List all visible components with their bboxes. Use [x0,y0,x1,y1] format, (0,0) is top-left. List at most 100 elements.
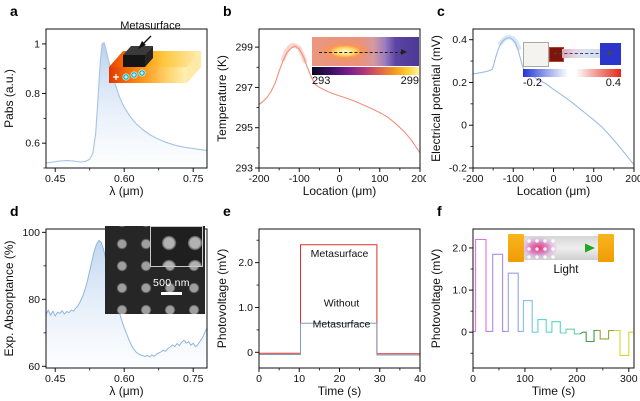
svg-text:20: 20 [334,373,346,385]
colorbar-min-label: 293 [312,75,331,87]
sem-zoom-inset [150,226,203,267]
pad-block [523,42,549,67]
svg-text:Exp. Absorptance (%): Exp. Absorptance (%) [2,240,16,356]
chart-temperature-profile: -200 -100 0 100 200 293 295 297 299 Location (μm)… [215,28,426,198]
panel-label-c: c [437,3,445,19]
svg-text:300: 300 [620,373,638,385]
device-light-inset: Light [508,233,614,281]
temperature-map-inset: 293 299 [312,37,419,88]
svg-text:0.8: 0.8 [25,88,40,100]
panel-e: 0 10 20 30 40 0 1.0 2.0 Time (s) Photovoltage (mV… [213,200,426,401]
panel-b: -200 -100 0 100 200 293 295 297 299 Location (μm)… [213,0,426,201]
svg-text:0.75: 0.75 [183,373,204,385]
panel-label-e: e [223,203,231,219]
colorbar-min-label: -0.2 [523,77,542,89]
svg-text:1.0: 1.0 [452,285,467,297]
chart-photovoltage-pulses: 0 100 200 300 0 1.0 2.0 Time (s) Photovoltage (m… [429,228,638,398]
potential-colorbar [523,69,621,77]
svg-text:-100: -100 [503,173,524,185]
hot-carrier-icons [113,69,146,81]
svg-text:0: 0 [461,327,467,339]
svg-text:100: 100 [516,373,534,385]
svg-text:0.45: 0.45 [45,173,66,185]
svg-text:1.0: 1.0 [238,302,253,314]
svg-text:200: 200 [411,173,426,185]
temperature-heatmap [312,37,419,66]
svg-text:200: 200 [625,173,640,185]
svg-text:Metasurface: Metasurface [313,319,371,331]
svg-text:0: 0 [247,347,253,359]
svg-text:0: 0 [256,373,262,385]
panel-label-f: f [437,203,442,219]
scale-bar [161,292,182,295]
svg-text:λ (μm): λ (μm) [109,184,143,198]
svg-text:297: 297 [235,82,253,94]
svg-text:1: 1 [34,38,40,50]
dashed-line [554,53,610,54]
svg-text:0.75: 0.75 [183,173,204,185]
panel-label-d: d [10,203,19,219]
svg-text:0.4: 0.4 [452,34,467,46]
svg-text:2.0: 2.0 [238,257,253,269]
panel-d: 0.45 0.60 0.75 60 80 100 λ (μm) Exp. Absorptanc… [0,200,213,401]
svg-text:0: 0 [337,173,343,185]
panel-label-b: b [223,3,232,19]
svg-text:λ (μm): λ (μm) [109,384,143,398]
panel-label-a: a [10,3,18,19]
colorbar-max-label: 0.4 [605,77,621,89]
svg-text:-200: -200 [248,173,269,185]
metasurface-schematic-inset: Metasurface [93,20,208,91]
dashed-line [319,51,403,53]
metasurface-3d-icon [109,35,201,83]
arrowhead-icon [401,48,408,55]
svg-text:100: 100 [585,173,603,185]
svg-text:10: 10 [293,373,305,385]
svg-text:200: 200 [568,373,586,385]
svg-text:0.45: 0.45 [45,373,66,385]
device-potential-schematic [523,40,621,68]
svg-text:Photovoltage (mV): Photovoltage (mV) [215,249,229,348]
svg-text:100: 100 [22,227,40,239]
svg-text:Location (μm): Location (μm) [303,184,377,198]
svg-text:0.2: 0.2 [452,77,467,89]
arrowhead-icon [608,50,614,56]
svg-text:0: 0 [461,120,467,132]
svg-text:Pabs (a.u.): Pabs (a.u.) [2,69,16,128]
svg-text:40: 40 [414,373,426,385]
chart-simulated-absorption: 0.45 0.60 0.75 0.6 0.8 1 λ (μm) Pabs (a.u.) [2,28,208,198]
svg-text:Time (s): Time (s) [532,384,576,398]
svg-text:80: 80 [28,294,40,306]
potential-map-inset: -0.2 0.4 [523,40,621,90]
chart-electrical-potential: -200 -100 0 100 200 -0.2 0 0.2 0.4 Location (μm) E… [429,28,640,198]
svg-text:0: 0 [551,173,557,185]
panel-f: 0 100 200 300 0 1.0 2.0 Time (s) Photovoltage (m… [427,200,640,401]
panel-a: 0.45 0.60 0.75 0.6 0.8 1 λ (μm) Pabs (a.u.) a M… [0,0,213,201]
svg-text:-0.2: -0.2 [449,163,467,175]
svg-text:0.60: 0.60 [114,173,135,185]
svg-text:Temperature (K): Temperature (K) [215,55,229,142]
panel-c: -200 -100 0 100 200 -0.2 0 0.2 0.4 Location (μm) E… [427,0,640,201]
svg-text:299: 299 [235,42,253,54]
metasurface-label: Metasurface [120,20,181,32]
sem-image-inset: 500 nm [105,226,205,314]
svg-text:2.0: 2.0 [452,242,467,254]
svg-text:Time (s): Time (s) [318,384,362,398]
temperature-colorbar [312,67,419,75]
svg-text:Without: Without [324,298,360,310]
svg-text:0.60: 0.60 [114,373,135,385]
svg-text:30: 30 [374,373,386,385]
light-label: Light [553,264,579,276]
svg-text:0.6: 0.6 [25,138,40,150]
svg-text:-100: -100 [289,173,310,185]
svg-text:Metasurface: Metasurface [311,248,369,260]
svg-text:Photovoltage (mV): Photovoltage (mV) [429,249,443,348]
svg-text:-200: -200 [462,173,483,185]
svg-text:293: 293 [235,163,253,175]
chart-photovoltage-comparison: 0 10 20 30 40 0 1.0 2.0 Time (s) Photovoltage (mV… [215,228,426,398]
svg-text:60: 60 [28,361,40,373]
svg-text:100: 100 [371,173,389,185]
scale-bar-label: 500 nm [153,277,190,289]
svg-text:295: 295 [235,122,253,134]
light-arrow-icon [531,243,595,253]
svg-text:Location (μm): Location (μm) [517,184,591,198]
